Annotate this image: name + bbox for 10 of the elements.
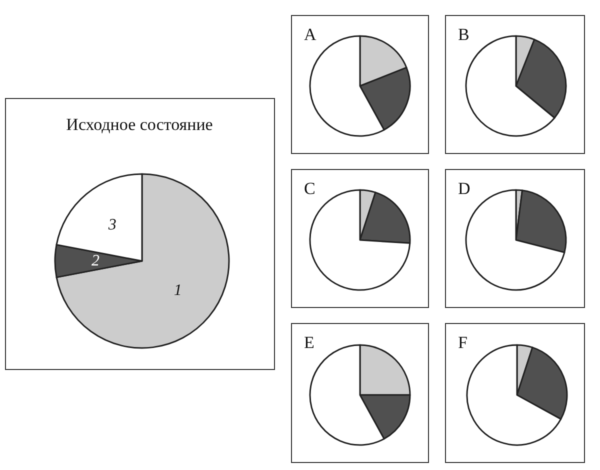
chart-title: B	[458, 25, 470, 44]
chart-title: F	[458, 333, 468, 352]
slice-label: 2	[92, 252, 100, 270]
slice-label: 1	[174, 282, 182, 300]
chart-title: D	[458, 179, 470, 198]
chart-title: Исходное состояние	[66, 115, 213, 134]
chart-title: A	[304, 25, 317, 44]
chart-title: C	[304, 179, 316, 198]
slice-label: 3	[107, 216, 116, 234]
chart-title: E	[304, 333, 314, 352]
